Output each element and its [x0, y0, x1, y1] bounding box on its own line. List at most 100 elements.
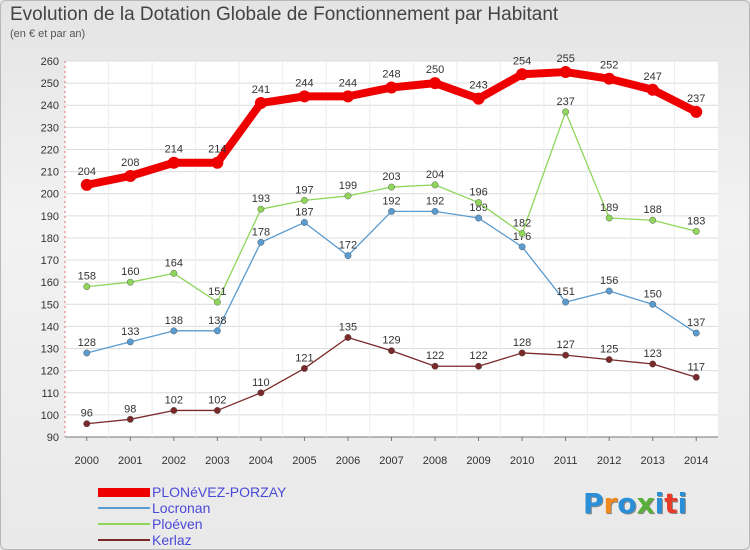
data-label: 237 — [556, 96, 574, 108]
data-label: 151 — [556, 286, 574, 298]
y-tick-label: 130 — [41, 344, 59, 356]
data-point — [649, 216, 657, 224]
data-point — [170, 327, 178, 335]
data-point — [298, 90, 311, 103]
x-tick-label: 2002 — [162, 455, 186, 467]
x-tick-label: 2013 — [640, 455, 664, 467]
data-label: 121 — [295, 352, 313, 364]
data-label: 128 — [78, 337, 96, 349]
data-label: 117 — [687, 361, 705, 373]
logo-letter: o — [617, 487, 637, 520]
data-label: 110 — [252, 377, 270, 389]
data-point — [213, 327, 221, 335]
data-label: 102 — [165, 394, 183, 406]
y-tick-label: 190 — [41, 211, 59, 223]
y-tick-label: 110 — [41, 388, 59, 400]
data-label: 125 — [600, 344, 618, 356]
data-point — [562, 108, 570, 116]
x-tick-label: 2003 — [205, 455, 229, 467]
data-point — [559, 66, 572, 79]
x-tick-label: 2004 — [249, 455, 273, 467]
logo-letter: x — [636, 487, 655, 520]
data-label: 137 — [687, 317, 705, 329]
data-point — [83, 420, 91, 428]
legend-label: Ploéven — [152, 516, 203, 532]
data-label: 250 — [426, 64, 444, 76]
y-tick-label: 250 — [41, 78, 59, 90]
data-point — [475, 199, 482, 206]
data-label: 138 — [208, 315, 226, 327]
logo-letter: i — [677, 487, 688, 520]
x-tick-label: 2010 — [510, 455, 534, 467]
y-tick-label: 240 — [41, 100, 59, 112]
data-label: 151 — [208, 286, 226, 298]
data-point — [254, 97, 267, 110]
data-point — [646, 83, 659, 96]
legend-swatch — [98, 487, 150, 497]
x-tick-label: 2009 — [466, 455, 490, 467]
legend-swatch — [98, 539, 150, 541]
data-label: 160 — [121, 266, 139, 278]
data-label: 192 — [382, 195, 400, 207]
data-label: 150 — [644, 288, 662, 300]
data-label: 252 — [600, 60, 618, 72]
plot-area — [65, 61, 718, 437]
data-point — [257, 205, 265, 213]
data-point — [472, 92, 485, 105]
data-point — [257, 238, 265, 246]
data-point — [475, 214, 482, 222]
data-label: 204 — [426, 169, 444, 181]
data-label: 193 — [252, 193, 270, 205]
y-tick-label: 200 — [41, 189, 59, 201]
data-label: 255 — [556, 53, 574, 65]
data-label: 187 — [295, 206, 313, 218]
legend-label: Locronan — [152, 500, 211, 516]
data-label: 244 — [339, 77, 357, 89]
legend-item: Kerlaz — [98, 532, 286, 548]
data-label: 243 — [469, 80, 487, 92]
data-point — [605, 356, 613, 363]
proxiti-logo: Proxiti — [583, 487, 687, 520]
chart-legend: PLONéVEZ-PORZAY Locronan Ploéven Kerlaz — [98, 484, 286, 548]
data-label: 133 — [121, 326, 139, 338]
data-point — [344, 252, 352, 260]
data-point — [518, 230, 526, 237]
data-point — [603, 72, 616, 85]
data-point — [562, 298, 570, 306]
data-label: 254 — [513, 55, 531, 67]
data-point — [124, 170, 137, 183]
data-label: 96 — [81, 408, 93, 420]
data-point — [257, 389, 265, 397]
data-point — [692, 373, 700, 381]
chart-title: Evolution de la Dotation Globale de Fonc… — [10, 4, 559, 25]
data-label: 172 — [339, 240, 357, 252]
data-label: 127 — [556, 339, 574, 351]
data-point — [518, 349, 526, 357]
x-tick-label: 2007 — [379, 455, 403, 467]
data-point — [167, 156, 180, 169]
y-tick-label: 140 — [41, 321, 59, 333]
logo-letter: P — [583, 487, 604, 520]
data-label: 138 — [165, 315, 183, 327]
y-tick-label: 230 — [41, 122, 59, 134]
data-label: 241 — [252, 84, 270, 96]
y-tick-label: 210 — [41, 167, 59, 179]
legend-swatch — [98, 507, 150, 509]
data-point — [126, 278, 134, 286]
data-label: 188 — [644, 204, 662, 216]
data-point — [341, 90, 354, 103]
data-label: 178 — [252, 226, 270, 238]
data-point — [516, 68, 529, 81]
data-point — [126, 415, 134, 423]
x-tick-label: 2012 — [597, 455, 621, 467]
data-label: 135 — [339, 321, 357, 333]
data-point — [649, 360, 657, 368]
legend-label: Kerlaz — [152, 532, 192, 548]
legend-swatch — [98, 523, 150, 525]
x-tick-label: 2001 — [118, 455, 142, 467]
data-label: 247 — [644, 71, 662, 83]
data-point — [344, 192, 352, 200]
legend-item: PLONéVEZ-PORZAY — [98, 484, 286, 500]
logo-letter: t — [664, 487, 678, 520]
data-label: 183 — [687, 215, 705, 227]
